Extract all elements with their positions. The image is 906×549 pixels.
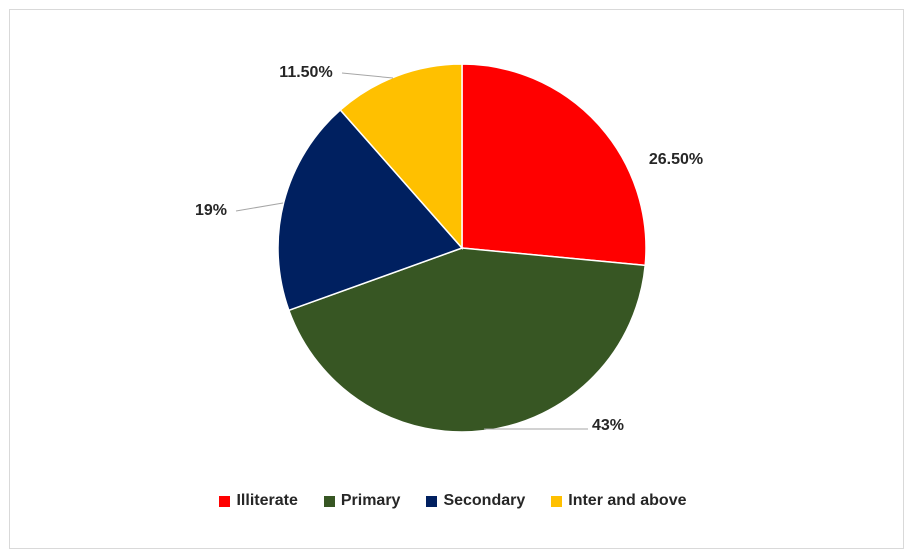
legend-item-inter-and-above: Inter and above: [551, 492, 687, 510]
legend-label-primary: Primary: [340, 492, 401, 509]
legend: Illiterate Primary Secondary Inter and a…: [0, 492, 906, 510]
legend-label-inter-and-above: Inter and above: [568, 492, 687, 509]
legend-swatch-illiterate: [219, 495, 231, 507]
data-label-secondary: 19%: [195, 202, 227, 219]
pie-chart: 26.50% 43% 19% 11.50%: [195, 63, 703, 434]
pie-slice-secondary: [277, 108, 464, 312]
legend-swatch-primary: [323, 495, 335, 507]
legend-item-primary: Primary: [323, 492, 401, 510]
leader-line-secondary: [235, 202, 284, 212]
leader-line-inter-and-above: [341, 72, 394, 79]
legend-swatch-inter-and-above: [551, 495, 563, 507]
legend-swatch-secondary: [426, 495, 438, 507]
legend-label-illiterate: Illiterate: [236, 492, 298, 509]
data-label-inter-and-above: 11.50%: [279, 64, 332, 81]
data-label-primary: 43%: [592, 417, 624, 434]
legend-item-secondary: Secondary: [426, 492, 525, 510]
legend-label-secondary: Secondary: [443, 492, 526, 509]
legend-item-illiterate: Illiterate: [219, 492, 298, 510]
pie-slice-primary: [287, 247, 647, 433]
pie-slice-inter-and-above: [339, 63, 463, 250]
pie-slice-illiterate: [461, 63, 647, 267]
data-label-illiterate: 26.50%: [649, 151, 703, 168]
